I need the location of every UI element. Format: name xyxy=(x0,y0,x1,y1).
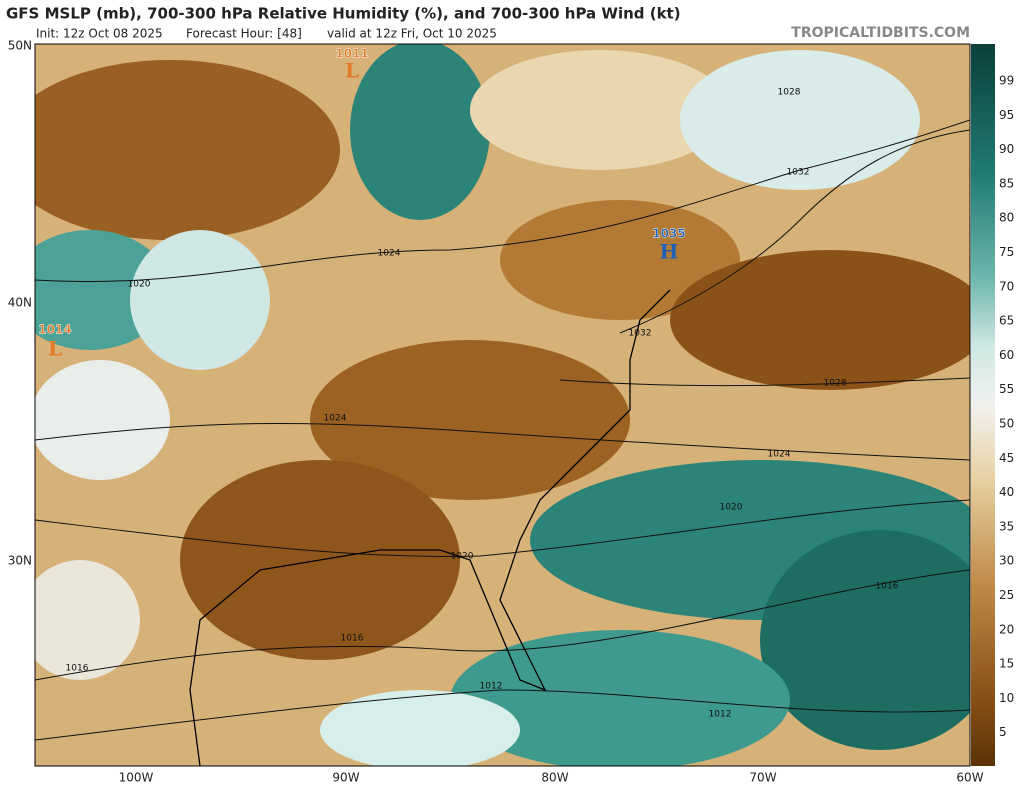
isobar-label: 1032 xyxy=(787,168,810,178)
colorbar-label: 55 xyxy=(999,382,1014,396)
colorbar-label: 65 xyxy=(999,314,1014,328)
longitude-label: 60W xyxy=(956,771,983,785)
isobar-label: 1028 xyxy=(824,379,847,389)
pressure-symbol: L xyxy=(345,59,359,83)
colorbar-label: 90 xyxy=(999,142,1014,156)
init: Init: 12z Oct 08 2025 xyxy=(36,27,163,41)
isobar-label: 1020 xyxy=(128,280,151,290)
map-frame xyxy=(34,43,971,767)
isobar-label: 1016 xyxy=(66,664,89,674)
colorbar-label: 30 xyxy=(999,554,1014,568)
pressure-symbol: L xyxy=(48,337,62,361)
colorbar-label: 70 xyxy=(999,279,1014,293)
isobar-label: 1012 xyxy=(480,682,503,692)
colorbar-label: 10 xyxy=(999,691,1014,705)
isobar-label: 1020 xyxy=(451,552,474,562)
title: GFS MSLP (mb), 700-300 hPa Relative Humi… xyxy=(6,5,681,23)
isobar-label: 1016 xyxy=(341,634,364,644)
isobar-label: 1024 xyxy=(768,450,791,460)
colorbar-label: 35 xyxy=(999,519,1014,533)
colorbar-label: 45 xyxy=(999,451,1014,465)
isobar-label: 1012 xyxy=(709,710,732,720)
pressure-value: 1035 xyxy=(652,227,685,241)
colorbar-label: 40 xyxy=(999,485,1014,499)
colorbar-label: 95 xyxy=(999,108,1014,122)
colorbar-label: 15 xyxy=(999,657,1014,671)
colorbar-label: 50 xyxy=(999,417,1014,431)
longitude-label: 90W xyxy=(332,771,359,785)
colorbar-label: 25 xyxy=(999,588,1014,602)
pressure-symbol: H xyxy=(660,240,679,264)
isobar-label: 1016 xyxy=(876,582,899,592)
longitude-label: 80W xyxy=(541,771,568,785)
colorbar-label: 80 xyxy=(999,211,1014,225)
colorbar-label: 5 xyxy=(999,725,1007,739)
latitude-label: 50N xyxy=(8,39,32,53)
valid-time: valid at 12z Fri, Oct 10 2025 xyxy=(327,27,497,41)
isobar-label: 1020 xyxy=(720,503,743,513)
isobar-label: 1024 xyxy=(378,249,401,259)
forecast-hour: Forecast Hour: [48] xyxy=(186,27,302,41)
source: TROPICALTIDBITS.COM xyxy=(791,25,970,41)
isobar-label: 1028 xyxy=(778,88,801,98)
map xyxy=(35,44,970,766)
colorbar xyxy=(971,44,995,766)
colorbar-label: 75 xyxy=(999,245,1014,259)
colorbar-label: 85 xyxy=(999,176,1014,190)
colorbar-label: 99 xyxy=(999,74,1014,88)
latitude-label: 40N xyxy=(8,296,32,310)
longitude-label: 70W xyxy=(749,771,776,785)
pressure-value: 1014 xyxy=(38,323,71,337)
isobar-label: 1032 xyxy=(629,329,652,339)
colorbar-label: 60 xyxy=(999,348,1014,362)
isobar-label: 1024 xyxy=(324,414,347,424)
pressure-value: 1011 xyxy=(335,47,368,61)
longitude-label: 100W xyxy=(119,771,154,785)
latitude-label: 30N xyxy=(8,554,32,568)
colorbar-label: 20 xyxy=(999,622,1014,636)
